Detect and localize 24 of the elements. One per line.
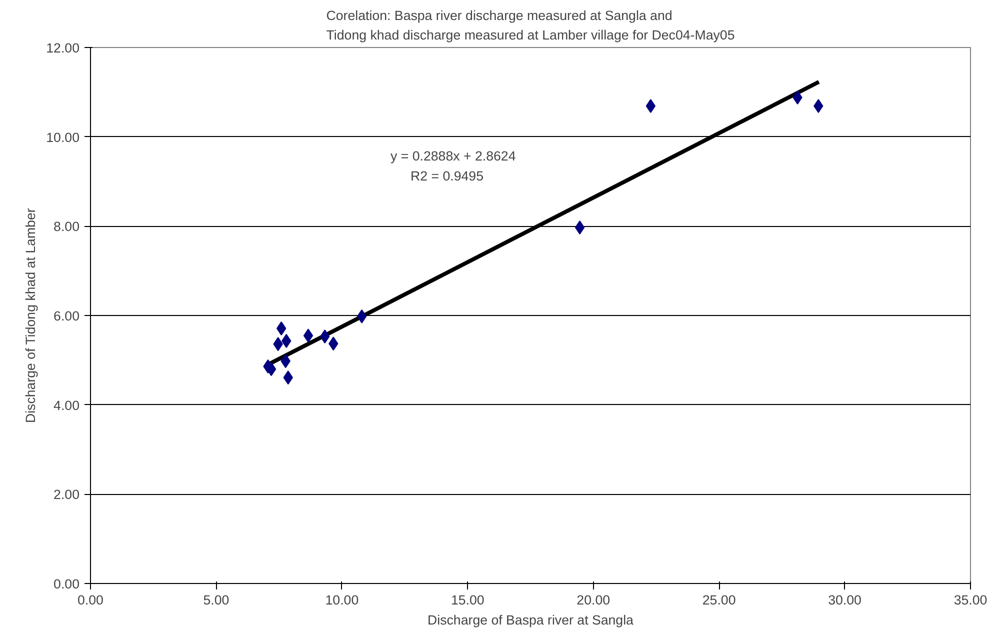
point bbox=[574, 220, 585, 235]
x-tick-label: 0.00 bbox=[78, 592, 104, 608]
y-tick-label: 8.00 bbox=[54, 219, 80, 234]
x-axis-title: Discharge of Baspa river at Sangla bbox=[428, 612, 634, 628]
x-tick-label: 5.00 bbox=[203, 592, 230, 608]
y-tick-label: 12.00 bbox=[46, 40, 80, 56]
x-tick-label: 10.00 bbox=[325, 592, 359, 608]
x-tick-label: 15.00 bbox=[450, 592, 484, 608]
point bbox=[356, 309, 367, 324]
y-tick-label: 10.00 bbox=[46, 130, 80, 145]
y-tick-label: 6.00 bbox=[54, 308, 80, 324]
point bbox=[646, 99, 656, 114]
y-tick-label: 4.00 bbox=[54, 398, 80, 413]
x-tick-label: 25.00 bbox=[702, 592, 736, 608]
x-tick-label: 30.00 bbox=[828, 592, 862, 608]
y-tick-label: 2.00 bbox=[54, 487, 80, 502]
annotation: R2 = 0.9495 bbox=[410, 168, 484, 184]
y-axis-title: Discharge of Tidong khad at Lamber bbox=[23, 208, 38, 424]
chart-title: Corelation: Baspa river discharge measured at Sangla and Tidong khad discharge measured at Lamber village for Dec04-May05 bbox=[326, 8, 735, 42]
point bbox=[303, 328, 314, 343]
x-tick-label: 20.00 bbox=[576, 592, 610, 608]
x-tick-label: 35.00 bbox=[954, 592, 988, 608]
y-tick-label: 0.00 bbox=[54, 576, 80, 592]
annotation: y = 0.2888x + 2.8624 bbox=[390, 148, 516, 164]
